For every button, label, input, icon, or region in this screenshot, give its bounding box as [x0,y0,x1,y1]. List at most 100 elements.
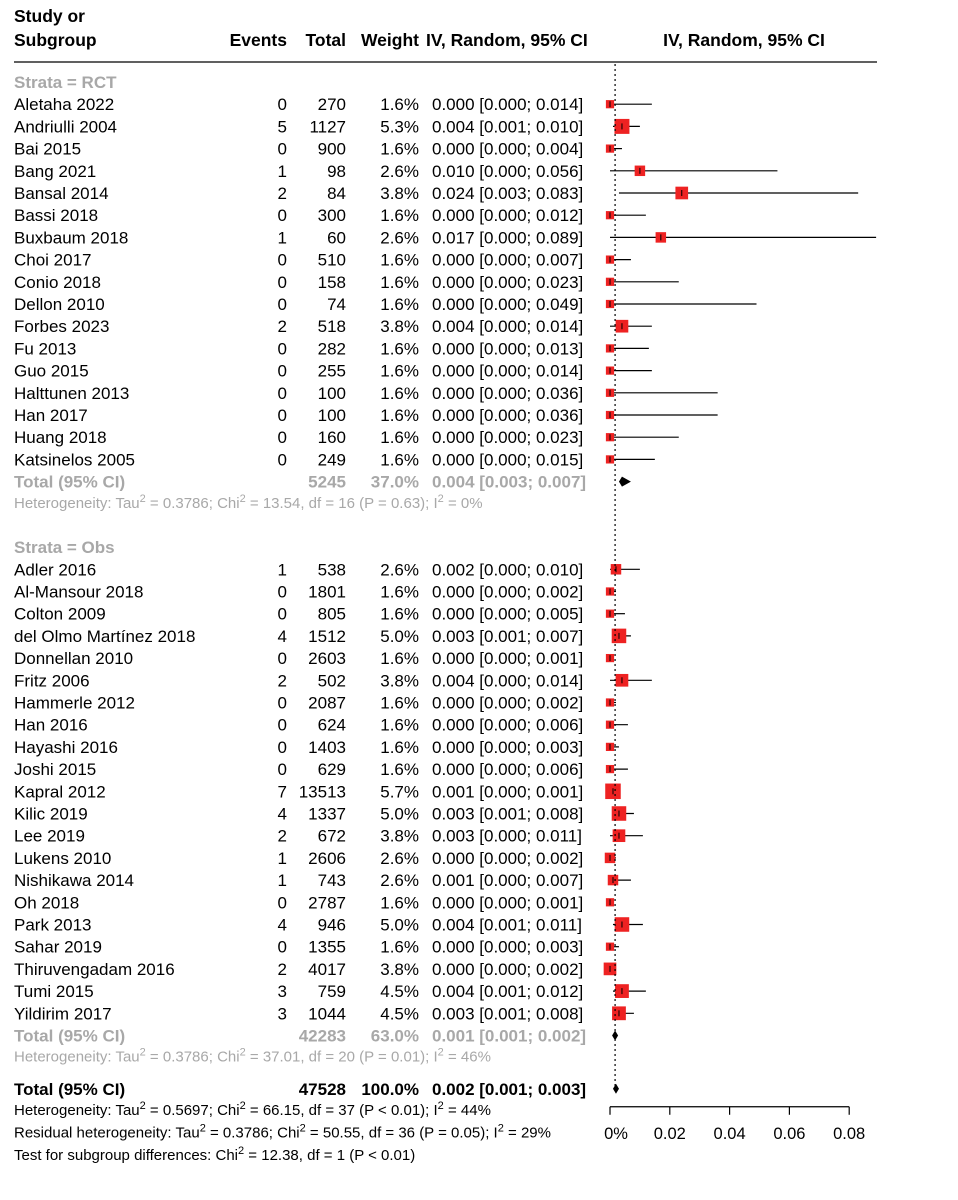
ci-value: 0.000 [0.000; 0.014] [432,95,583,114]
total-value: 158 [318,273,346,292]
total-value: 1044 [308,1004,346,1023]
footer-line: Test for subgroup differences: Chi2 = 12… [14,1145,415,1164]
subgroup-total-weight: 63.0% [371,1026,419,1045]
weight-value: 2.6% [380,228,419,247]
total-value: 74 [327,295,346,314]
ci-value: 0.000 [0.000; 0.002] [432,693,583,712]
weight-value: 1.6% [380,273,419,292]
study-label: Oh 2018 [14,893,79,912]
total-value: 249 [318,450,346,469]
subgroup-label: Strata = Obs [14,538,115,557]
study-label: Adler 2016 [14,560,96,579]
total-value: 538 [318,560,346,579]
study-label: Sahar 2019 [14,938,102,957]
study-label: Bansal 2014 [14,184,109,203]
study-label: Donnellan 2010 [14,649,133,668]
weight-value: 5.0% [380,627,419,646]
subgroup-total-n: 42283 [299,1026,346,1045]
ci-value: 0.003 [0.001; 0.008] [432,1004,583,1023]
events-value: 0 [278,605,287,624]
events-value: 0 [278,273,287,292]
ci-value: 0.000 [0.000; 0.002] [432,849,583,868]
total-value: 629 [318,760,346,779]
weight-value: 2.6% [380,849,419,868]
weight-value: 1.6% [380,716,419,735]
events-value: 0 [278,295,287,314]
study-label: Nishikawa 2014 [14,871,134,890]
ci-value: 0.000 [0.000; 0.023] [432,428,583,447]
weight-value: 1.6% [380,738,419,757]
weight-value: 1.6% [380,893,419,912]
subgroup-heterogeneity: Heterogeneity: Tau2 = 0.3786; Chi2 = 13.… [14,493,483,512]
total-value: 4017 [308,960,346,979]
study-label: Fritz 2006 [14,671,90,690]
events-value: 1 [278,162,287,181]
weight-value: 1.6% [380,693,419,712]
subgroup-total-n: 5245 [308,473,346,492]
subgroup-total-label: Total (95% CI) [14,473,125,492]
events-value: 4 [278,804,287,823]
ci-value: 0.000 [0.000; 0.003] [432,938,583,957]
weight-value: 1.6% [380,251,419,270]
total-value: 1337 [308,804,346,823]
subgroup-total-weight: 37.0% [371,473,419,492]
events-value: 0 [278,251,287,270]
ci-value: 0.000 [0.000; 0.013] [432,339,583,358]
study-label: Katsinelos 2005 [14,450,135,469]
total-value: 624 [318,716,346,735]
study-label: Park 2013 [14,915,92,934]
ci-value: 0.003 [0.001; 0.007] [432,627,583,646]
events-value: 0 [278,362,287,381]
weight-value: 1.6% [380,582,419,601]
weight-value: 1.6% [380,295,419,314]
weight-value: 1.6% [380,760,419,779]
tick-label: 0.08 [833,1125,865,1143]
events-value: 0 [278,716,287,735]
header-study-line1: Study or [14,6,85,26]
total-value: 900 [318,140,346,159]
study-label: Forbes 2023 [14,317,109,336]
events-value: 0 [278,693,287,712]
events-value: 4 [278,627,287,646]
ci-value: 0.004 [0.000; 0.014] [432,671,583,690]
tick-label: 0.06 [773,1125,805,1143]
ci-value: 0.000 [0.000; 0.012] [432,206,583,225]
study-label: Joshi 2015 [14,760,96,779]
weight-value: 2.6% [380,162,419,181]
events-value: 0 [278,450,287,469]
ci-value: 0.003 [0.000; 0.011] [432,827,582,846]
weight-value: 1.6% [380,384,419,403]
header-plot: IV, Random, 95% CI [663,30,825,50]
study-label: Han 2016 [14,716,88,735]
overall-total-n: 47528 [299,1080,346,1099]
study-label: Conio 2018 [14,273,101,292]
tick-label: 0.04 [714,1125,746,1143]
weight-value: 1.6% [380,406,419,425]
events-value: 1 [278,849,287,868]
events-value: 2 [278,184,287,203]
study-label: Lee 2019 [14,827,85,846]
tick-label: 0.02 [654,1125,686,1143]
events-value: 3 [278,982,287,1001]
total-value: 84 [327,184,346,203]
ci-value: 0.000 [0.000; 0.003] [432,738,583,757]
weight-value: 4.5% [380,982,419,1001]
ci-value: 0.010 [0.000; 0.056] [432,162,583,181]
header-total: Total [305,30,346,50]
events-value: 0 [278,893,287,912]
ci-value: 0.000 [0.000; 0.002] [432,582,583,601]
weight-value: 1.6% [380,339,419,358]
weight-value: 1.6% [380,362,419,381]
summary-diamond [618,476,631,487]
total-value: 100 [318,406,346,425]
study-label: Kapral 2012 [14,782,106,801]
events-value: 0 [278,582,287,601]
weight-value: 1.6% [380,140,419,159]
study-label: Bassi 2018 [14,206,98,225]
events-value: 4 [278,915,287,934]
events-value: 0 [278,428,287,447]
ci-value: 0.000 [0.000; 0.001] [432,649,583,668]
overall-total-label: Total (95% CI) [14,1080,125,1099]
events-value: 2 [278,671,287,690]
